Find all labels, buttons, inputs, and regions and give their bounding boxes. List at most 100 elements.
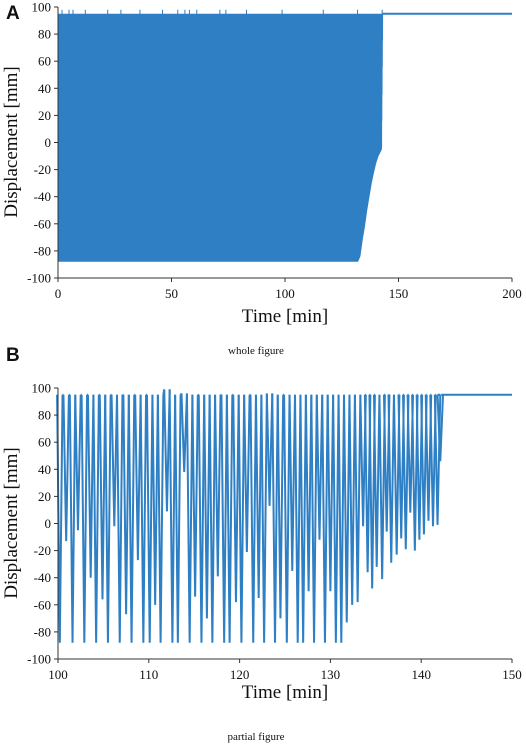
- panel-b-cycle: [145, 394, 154, 643]
- panel-a-chart: A -100 -80 -60 -40 -20 0 20 40 60 80 100 0 50 100 150 2…: [1, 0, 522, 357]
- panel-b-letter: B: [6, 345, 20, 366]
- panel-a-x-tick-label: 0: [55, 286, 62, 301]
- panel-b-x-axis-title: Time [min]: [242, 682, 328, 703]
- panel-b-cycle: [98, 394, 107, 600]
- panel-a-y-tick-label: 40: [38, 81, 51, 96]
- panel-b-cycle: [203, 394, 211, 619]
- panel-b-cycle: [343, 394, 351, 623]
- panel-b-y-tick-label: 0: [45, 516, 52, 531]
- panel-b-cycle: [315, 394, 324, 540]
- panel-a-caption: whole figure: [228, 345, 284, 357]
- panel-b-y-tick-label: -20: [34, 543, 51, 558]
- panel-b-cycle: [139, 394, 148, 643]
- panel-a-x-tick-label: 50: [165, 286, 178, 301]
- panel-b-cycle: [288, 394, 296, 571]
- panel-b-cycle: [86, 394, 95, 578]
- panel-b-cycle: [110, 394, 119, 527]
- panel-a-x-tick-label: 150: [389, 286, 409, 301]
- panel-b-cycle: [254, 394, 263, 599]
- panel-b-y-tick-label: -100: [27, 652, 51, 667]
- panel-b-caption: partial figure: [227, 731, 284, 743]
- panel-a-y-tick-label: 80: [38, 27, 51, 42]
- panel-b-cycle: [368, 394, 376, 589]
- panel-b-x-tick-label: 150: [502, 667, 522, 682]
- panel-b-cycle: [276, 394, 285, 619]
- panel-a-y-tick-label: -80: [34, 243, 51, 258]
- panel-b-cycle: [304, 394, 313, 592]
- panel-a-axes: -100 -80 -60 -40 -20 0 20 40 60 80 100 0 50 100 150 200: [27, 0, 522, 301]
- panel-b-cycle: [271, 394, 279, 643]
- panel-a-y-tick-label: -40: [34, 189, 51, 204]
- panel-b-cycle: [174, 394, 182, 643]
- panel-b-cycle: [220, 394, 228, 643]
- panel-b-cycle: [208, 394, 217, 643]
- panel-b-cycle: [378, 394, 386, 580]
- panel-a-y-tick-label: -100: [27, 271, 51, 286]
- panel-b-cycle: [185, 394, 194, 643]
- panel-b-y-tick-label: 80: [38, 408, 51, 423]
- panel-b-cycle: [310, 394, 318, 643]
- panel-a-y-axis-title: Displacement [mm]: [1, 66, 22, 217]
- panel-b-cycle: [392, 394, 401, 555]
- panel-b-cycle: [353, 394, 362, 603]
- panel-b-cycle: [156, 394, 165, 643]
- panel-b-x-tick-label: 110: [139, 667, 158, 682]
- panel-b-cycle: [214, 394, 222, 577]
- panel-a-y-tick-label: 20: [38, 108, 51, 123]
- panel-b-x-tick-label: 130: [321, 667, 341, 682]
- panel-b-cycle: [225, 394, 234, 643]
- panel-b-cycle: [232, 394, 240, 603]
- panel-b-cycle: [68, 394, 77, 643]
- panel-a-letter: A: [6, 3, 20, 24]
- panel-b-cycle: [293, 394, 302, 643]
- panel-b-y-tick-label: 100: [32, 381, 52, 396]
- panel-b-cycle: [265, 393, 274, 506]
- panel-b-cycle: [436, 394, 444, 462]
- panel-b-cycle: [151, 394, 159, 605]
- panel-b-y-axis-title: Displacement [mm]: [1, 447, 22, 598]
- panel-a-y-tick-label: -20: [34, 162, 51, 177]
- panel-b-cycle: [243, 394, 251, 552]
- panel-a-x-tick-label: 200: [502, 286, 522, 301]
- panel-b-y-tick-label: -40: [34, 570, 51, 585]
- panel-b-cycle: [168, 394, 177, 643]
- panel-b-cycle: [127, 394, 136, 643]
- panel-b-cycle: [134, 394, 142, 561]
- panel-b-cycle: [74, 394, 82, 531]
- panel-a-x-axis-title: Time [min]: [242, 306, 328, 327]
- panel-b-cycle: [337, 394, 346, 643]
- panel-b-cycle: [283, 394, 291, 643]
- panel-b-cycle: [116, 394, 124, 643]
- panel-b-cycle: [321, 394, 329, 643]
- panel-b-cycle: [104, 394, 112, 643]
- panel-b-cycle: [180, 393, 188, 473]
- panel-b-cycle: [237, 394, 246, 643]
- panel-b-cycle: [260, 394, 268, 643]
- panel-b-cycle: [348, 394, 356, 605]
- panel-b-y-tick-label: 40: [38, 462, 51, 477]
- panel-b-cycle: [191, 394, 199, 597]
- panel-a-y-tick-label: -60: [34, 216, 51, 231]
- panel-b-cycle: [420, 394, 428, 535]
- panel-a-y-tick-label: 0: [45, 135, 52, 150]
- panel-b-x-tick-label: 120: [230, 667, 250, 682]
- panel-b-y-tick-label: 20: [38, 489, 51, 504]
- panel-b-cycle: [163, 389, 171, 512]
- panel-b-cycle: [197, 394, 206, 643]
- panel-b-y-tick-label: -80: [34, 624, 51, 639]
- panel-b-cycle: [122, 394, 130, 615]
- panel-b-cycle: [372, 394, 381, 567]
- panel-a-y-tick-label: 60: [38, 54, 51, 69]
- panel-b-x-tick-label: 100: [48, 667, 68, 682]
- panel-b-chart: B -100 -80 -60 -40 -20 0 20 40 60 80 100 100 110 120 1…: [1, 345, 522, 743]
- panel-b-cycle: [326, 394, 335, 592]
- panel-b-x-tick-label: 140: [411, 667, 431, 682]
- panel-b-cycle: [402, 394, 410, 550]
- panel-a-x-tick-label: 100: [275, 286, 295, 301]
- panel-b-cycle: [332, 394, 340, 643]
- panel-b-cycle: [92, 394, 100, 643]
- panel-a-y-tick-label: 100: [32, 0, 52, 15]
- panel-b-series: [56, 389, 512, 643]
- panel-b-cycle: [387, 394, 395, 563]
